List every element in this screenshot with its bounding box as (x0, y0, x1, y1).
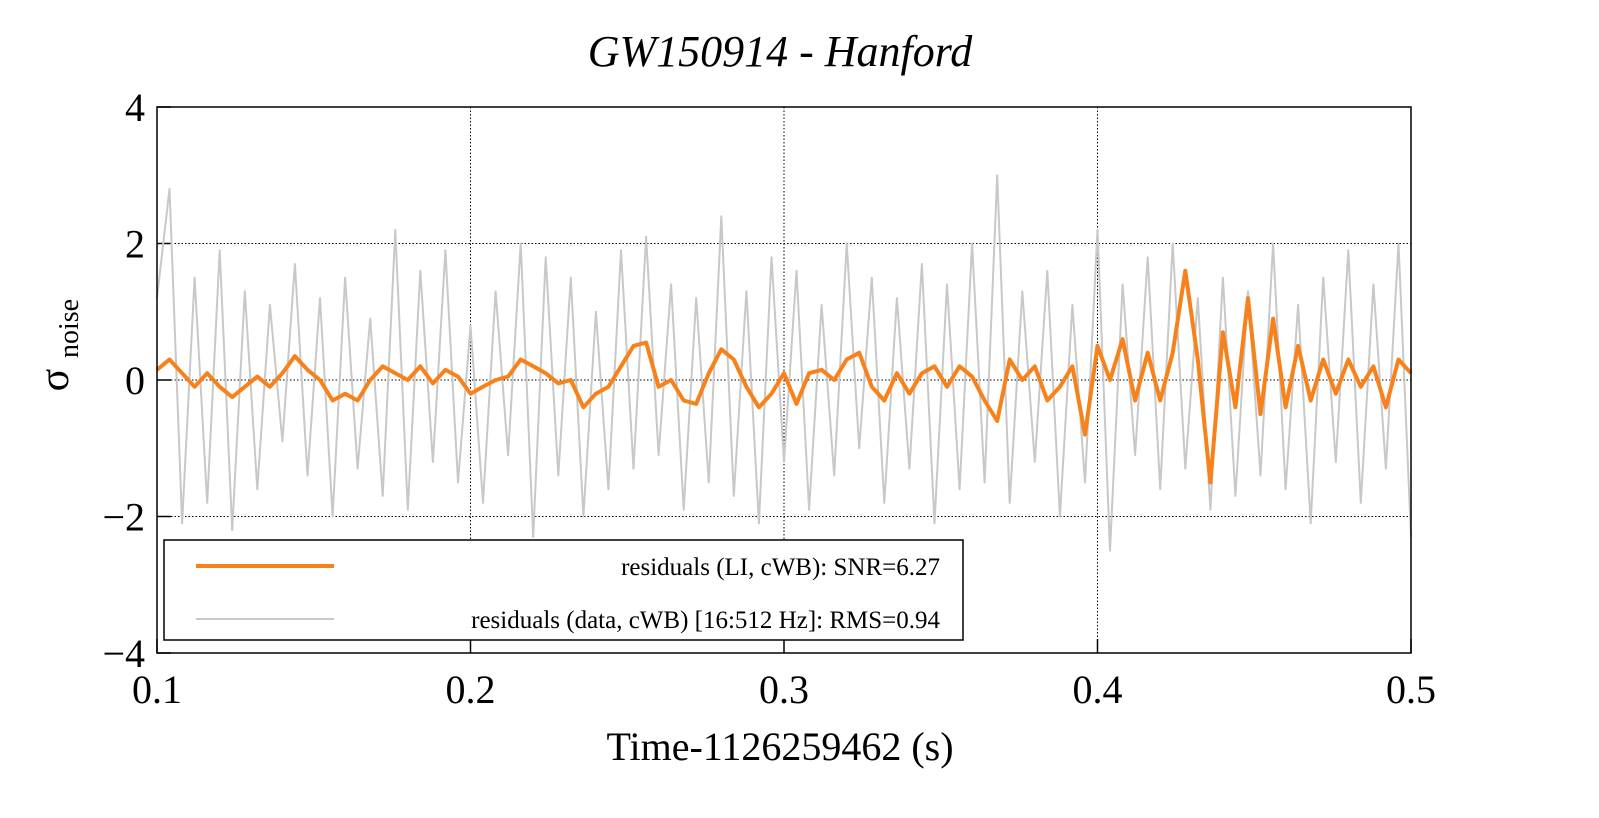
x-tick-label: 0.3 (759, 667, 809, 712)
y-axis-label: σ noise (32, 299, 85, 391)
x-tick-label: 0.1 (132, 667, 182, 712)
legend: residuals (LI, cWB): SNR=6.27 residuals (… (163, 539, 964, 641)
plot-frame (156, 106, 1412, 654)
chart-title: GW150914 - Hanford (588, 27, 974, 76)
legend-label: residuals (LI, cWB): SNR=6.27 (621, 554, 940, 581)
x-tick-label: 0.5 (1386, 667, 1436, 712)
x-tick-label: 0.4 (1073, 667, 1123, 712)
x-tick-label: 0.2 (446, 667, 496, 712)
y-tick-label: 2 (125, 222, 145, 267)
y-tick-label: 0 (125, 358, 145, 403)
series-line (156, 174, 1412, 552)
legend-box (163, 539, 964, 641)
y-tick-label: 4 (125, 85, 145, 130)
plot-area: 0.1 0.2 0.3 0.4 0.5 −4 −2 0 2 4 residuals (LI, cWB… (102, 85, 1436, 712)
legend-label: residuals (data, cWB) [16:512 Hz]: RMS=0… (471, 607, 940, 634)
y-label-sub: noise (54, 299, 85, 358)
x-axis-label: Time-1126259462 (s) (606, 724, 953, 769)
y-label-main: σ (32, 369, 78, 392)
y-tick-label: −4 (102, 631, 145, 676)
series-line (155, 268, 1413, 485)
y-tick-label: −2 (102, 495, 145, 540)
